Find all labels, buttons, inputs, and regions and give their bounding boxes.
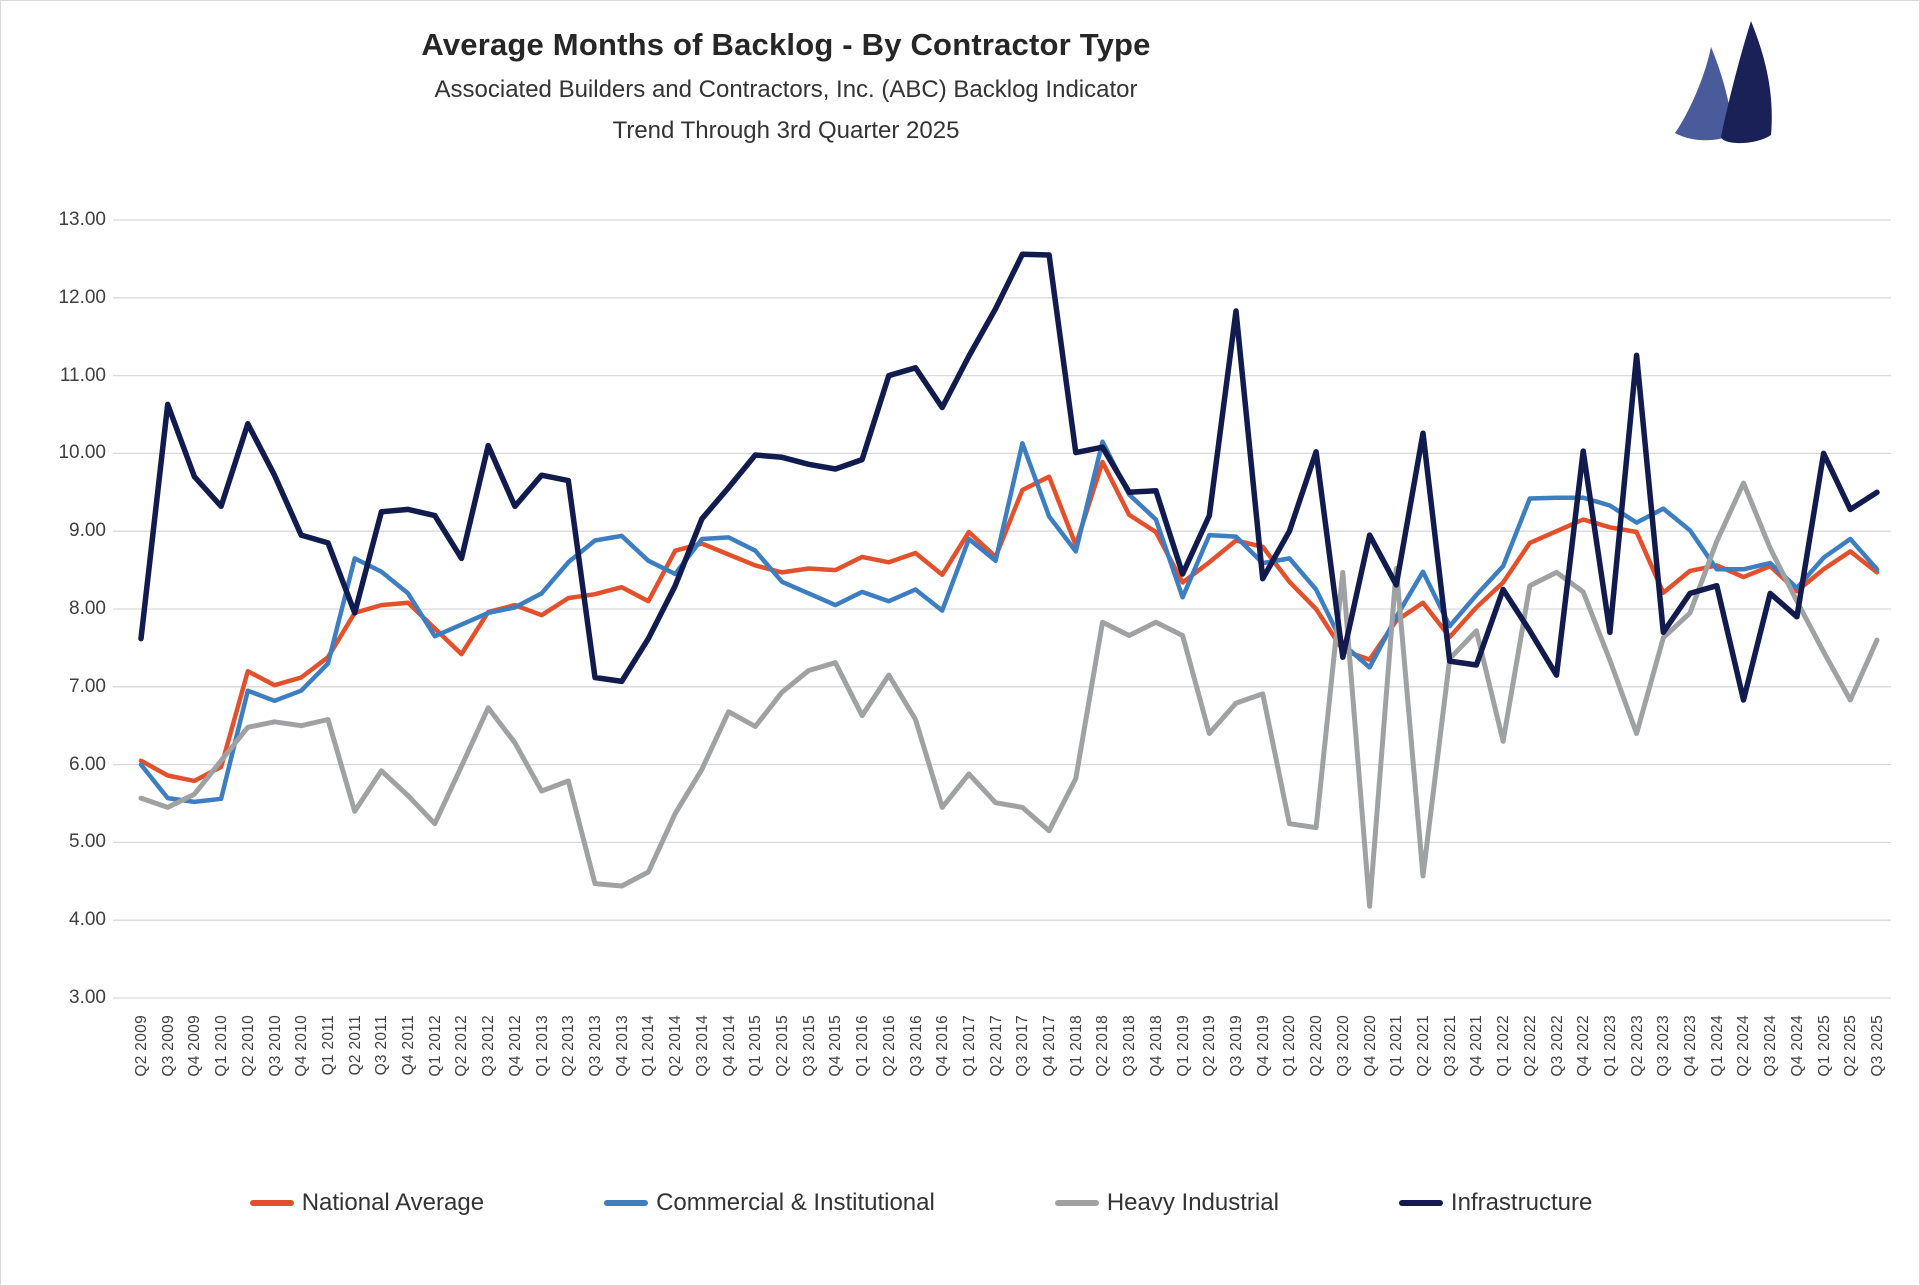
legend-label: Heavy Industrial bbox=[1106, 1189, 1279, 1216]
legend-label: Infrastructure bbox=[1450, 1189, 1593, 1216]
legend-marker-icon bbox=[604, 1200, 649, 1206]
series-line-commercial-institutional bbox=[138, 439, 1880, 805]
y-tick-label: 13.00 bbox=[58, 209, 106, 230]
legend-item-infrastructure: Infrastructure bbox=[1398, 1189, 1593, 1217]
sail-light-icon bbox=[1675, 47, 1733, 141]
legend-label: Commercial & Institutional bbox=[656, 1189, 935, 1216]
y-tick-label: 11.00 bbox=[59, 364, 106, 386]
y-axis: 3.00 4.00 5.00 6.00 7.00 8.00 9.00 10.00 11.00 12… bbox=[21, 1, 106, 1051]
legend: National Average Commercial & Institution… bbox=[1, 1189, 1841, 1217]
y-tick-label: 9.00 bbox=[69, 520, 106, 542]
y-tick-label: 4.00 bbox=[69, 909, 106, 931]
y-tick-label: 10.00 bbox=[58, 442, 106, 464]
legend-item-national-average: National Average bbox=[249, 1189, 485, 1217]
chart-header: Average Months of Backlog - By Contracto… bbox=[1, 27, 1571, 145]
legend-item-heavy-industrial: Heavy Industrial bbox=[1054, 1189, 1279, 1217]
y-tick-label: 8.00 bbox=[69, 598, 106, 619]
gridlines bbox=[113, 219, 1891, 999]
chart-title: Average Months of Backlog - By Contracto… bbox=[421, 27, 1151, 62]
sail-dark-icon bbox=[1721, 21, 1772, 144]
y-tick-label: 5.00 bbox=[69, 831, 106, 853]
legend-marker-icon bbox=[1054, 1200, 1099, 1206]
series-line-national-average bbox=[138, 459, 1880, 784]
data-series-lines bbox=[138, 251, 1880, 909]
y-tick-label: 7.00 bbox=[69, 675, 106, 697]
sailboat-logo-icon bbox=[1675, 21, 1772, 144]
legend-marker-icon bbox=[249, 1200, 294, 1206]
series-line-heavy-industrial bbox=[138, 480, 1880, 909]
y-tick-label: 3.00 bbox=[69, 987, 106, 1008]
legend-item-commercial-institutional: Commercial & Institutional bbox=[604, 1189, 935, 1217]
chart-subtitle-period: Trend Through 3rd Quarter 2025 bbox=[612, 117, 960, 144]
legend-label: National Average bbox=[301, 1189, 485, 1216]
y-tick-label: 6.00 bbox=[69, 753, 106, 775]
y-tick-label: 12.00 bbox=[58, 286, 106, 308]
series-line-infrastructure bbox=[138, 251, 1880, 703]
chart-subtitle-source: Associated Builders and Contractors, Inc… bbox=[434, 76, 1138, 103]
legend-marker-icon bbox=[1398, 1200, 1443, 1206]
